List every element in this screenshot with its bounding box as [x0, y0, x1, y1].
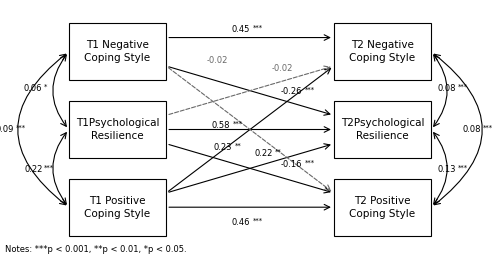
Text: *: * [44, 84, 48, 90]
Bar [334, 101, 431, 158]
Text: ***: *** [305, 160, 315, 166]
Text: ***: *** [482, 125, 492, 131]
Text: -0.02: -0.02 [272, 64, 293, 73]
Text: 0.46: 0.46 [232, 218, 250, 227]
Text: ***: *** [16, 125, 26, 131]
Bar [334, 179, 431, 236]
Text: ***: *** [305, 87, 315, 93]
Text: ***: *** [252, 217, 262, 224]
Text: 0.08: 0.08 [438, 84, 456, 93]
Text: T1Psychological
Resilience: T1Psychological Resilience [76, 118, 159, 141]
Text: 0.13: 0.13 [438, 165, 456, 174]
Text: T2 Positive
Coping Style: T2 Positive Coping Style [350, 196, 416, 219]
Text: **: ** [235, 142, 242, 148]
Text: T2Psychological
Resilience: T2Psychological Resilience [341, 118, 424, 141]
Text: 0.09: 0.09 [0, 125, 14, 134]
Bar [68, 23, 166, 80]
Text: -0.16: -0.16 [281, 160, 302, 169]
Text: ***: *** [458, 165, 468, 171]
Text: ***: *** [458, 84, 468, 90]
Text: -0.26: -0.26 [281, 88, 302, 96]
Bar [334, 23, 431, 80]
Text: ***: *** [44, 165, 54, 171]
Text: 0.45: 0.45 [232, 25, 250, 34]
Text: 0.58: 0.58 [212, 121, 230, 130]
Text: -0.02: -0.02 [207, 56, 228, 65]
Text: 0.22: 0.22 [254, 149, 272, 158]
Text: T1 Negative
Coping Style: T1 Negative Coping Style [84, 40, 150, 63]
Text: ***: *** [232, 121, 242, 127]
Text: 0.22: 0.22 [24, 165, 42, 174]
Text: T2 Negative
Coping Style: T2 Negative Coping Style [350, 40, 416, 63]
Text: Notes: ***p < 0.001, **p < 0.01, *p < 0.05.: Notes: ***p < 0.001, **p < 0.01, *p < 0.… [5, 245, 186, 254]
Text: **: ** [275, 148, 282, 155]
Text: ***: *** [252, 25, 262, 31]
Text: T1 Positive
Coping Style: T1 Positive Coping Style [84, 196, 150, 219]
Bar [68, 179, 166, 236]
Text: 0.06: 0.06 [24, 84, 42, 93]
Text: 0.08: 0.08 [462, 125, 481, 134]
Text: 0.23: 0.23 [214, 143, 233, 152]
Bar [68, 101, 166, 158]
